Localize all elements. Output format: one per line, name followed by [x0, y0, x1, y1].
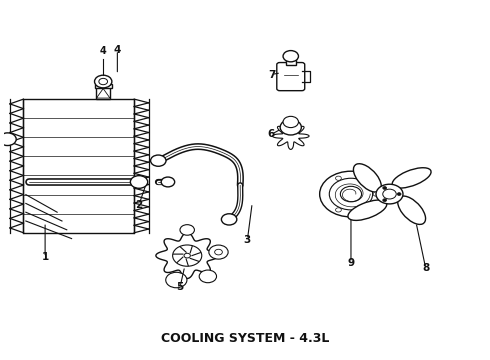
Circle shape: [215, 249, 222, 255]
FancyBboxPatch shape: [277, 63, 305, 91]
Text: 5: 5: [176, 282, 184, 292]
Bar: [95, 84, 112, 87]
Ellipse shape: [398, 196, 426, 224]
Circle shape: [336, 208, 342, 212]
Circle shape: [383, 189, 396, 199]
Ellipse shape: [353, 164, 381, 192]
Circle shape: [283, 116, 298, 127]
Circle shape: [319, 171, 382, 217]
Circle shape: [383, 186, 387, 189]
Circle shape: [341, 186, 362, 202]
Circle shape: [172, 245, 202, 266]
Circle shape: [221, 214, 237, 225]
Polygon shape: [156, 233, 219, 279]
Text: COOLING SYSTEM - 4.3L: COOLING SYSTEM - 4.3L: [161, 332, 329, 345]
Bar: [97, 87, 110, 99]
Bar: [286, 57, 295, 65]
Bar: [24, 99, 134, 233]
Circle shape: [283, 51, 298, 62]
Circle shape: [166, 272, 187, 288]
Circle shape: [336, 176, 342, 180]
Circle shape: [383, 199, 387, 202]
Text: 2: 2: [135, 199, 143, 210]
Circle shape: [376, 184, 403, 204]
Circle shape: [329, 178, 372, 210]
Circle shape: [280, 120, 301, 135]
Ellipse shape: [348, 200, 387, 220]
Text: 7: 7: [268, 69, 275, 80]
Text: 4: 4: [100, 46, 106, 56]
Circle shape: [130, 176, 147, 188]
Text: 1: 1: [42, 252, 49, 262]
Circle shape: [95, 75, 112, 88]
Text: 3: 3: [244, 235, 251, 245]
Text: 8: 8: [422, 263, 429, 273]
Circle shape: [397, 193, 401, 195]
Circle shape: [184, 253, 191, 258]
Circle shape: [99, 78, 107, 85]
Circle shape: [180, 225, 195, 235]
Text: 9: 9: [347, 258, 355, 267]
Polygon shape: [272, 123, 309, 149]
Ellipse shape: [392, 168, 431, 188]
Text: 4: 4: [114, 45, 121, 55]
Circle shape: [199, 270, 217, 283]
Circle shape: [209, 245, 228, 259]
Circle shape: [150, 155, 166, 166]
Text: 6: 6: [268, 129, 275, 139]
Circle shape: [373, 192, 379, 196]
Circle shape: [0, 133, 16, 145]
Circle shape: [161, 177, 174, 187]
